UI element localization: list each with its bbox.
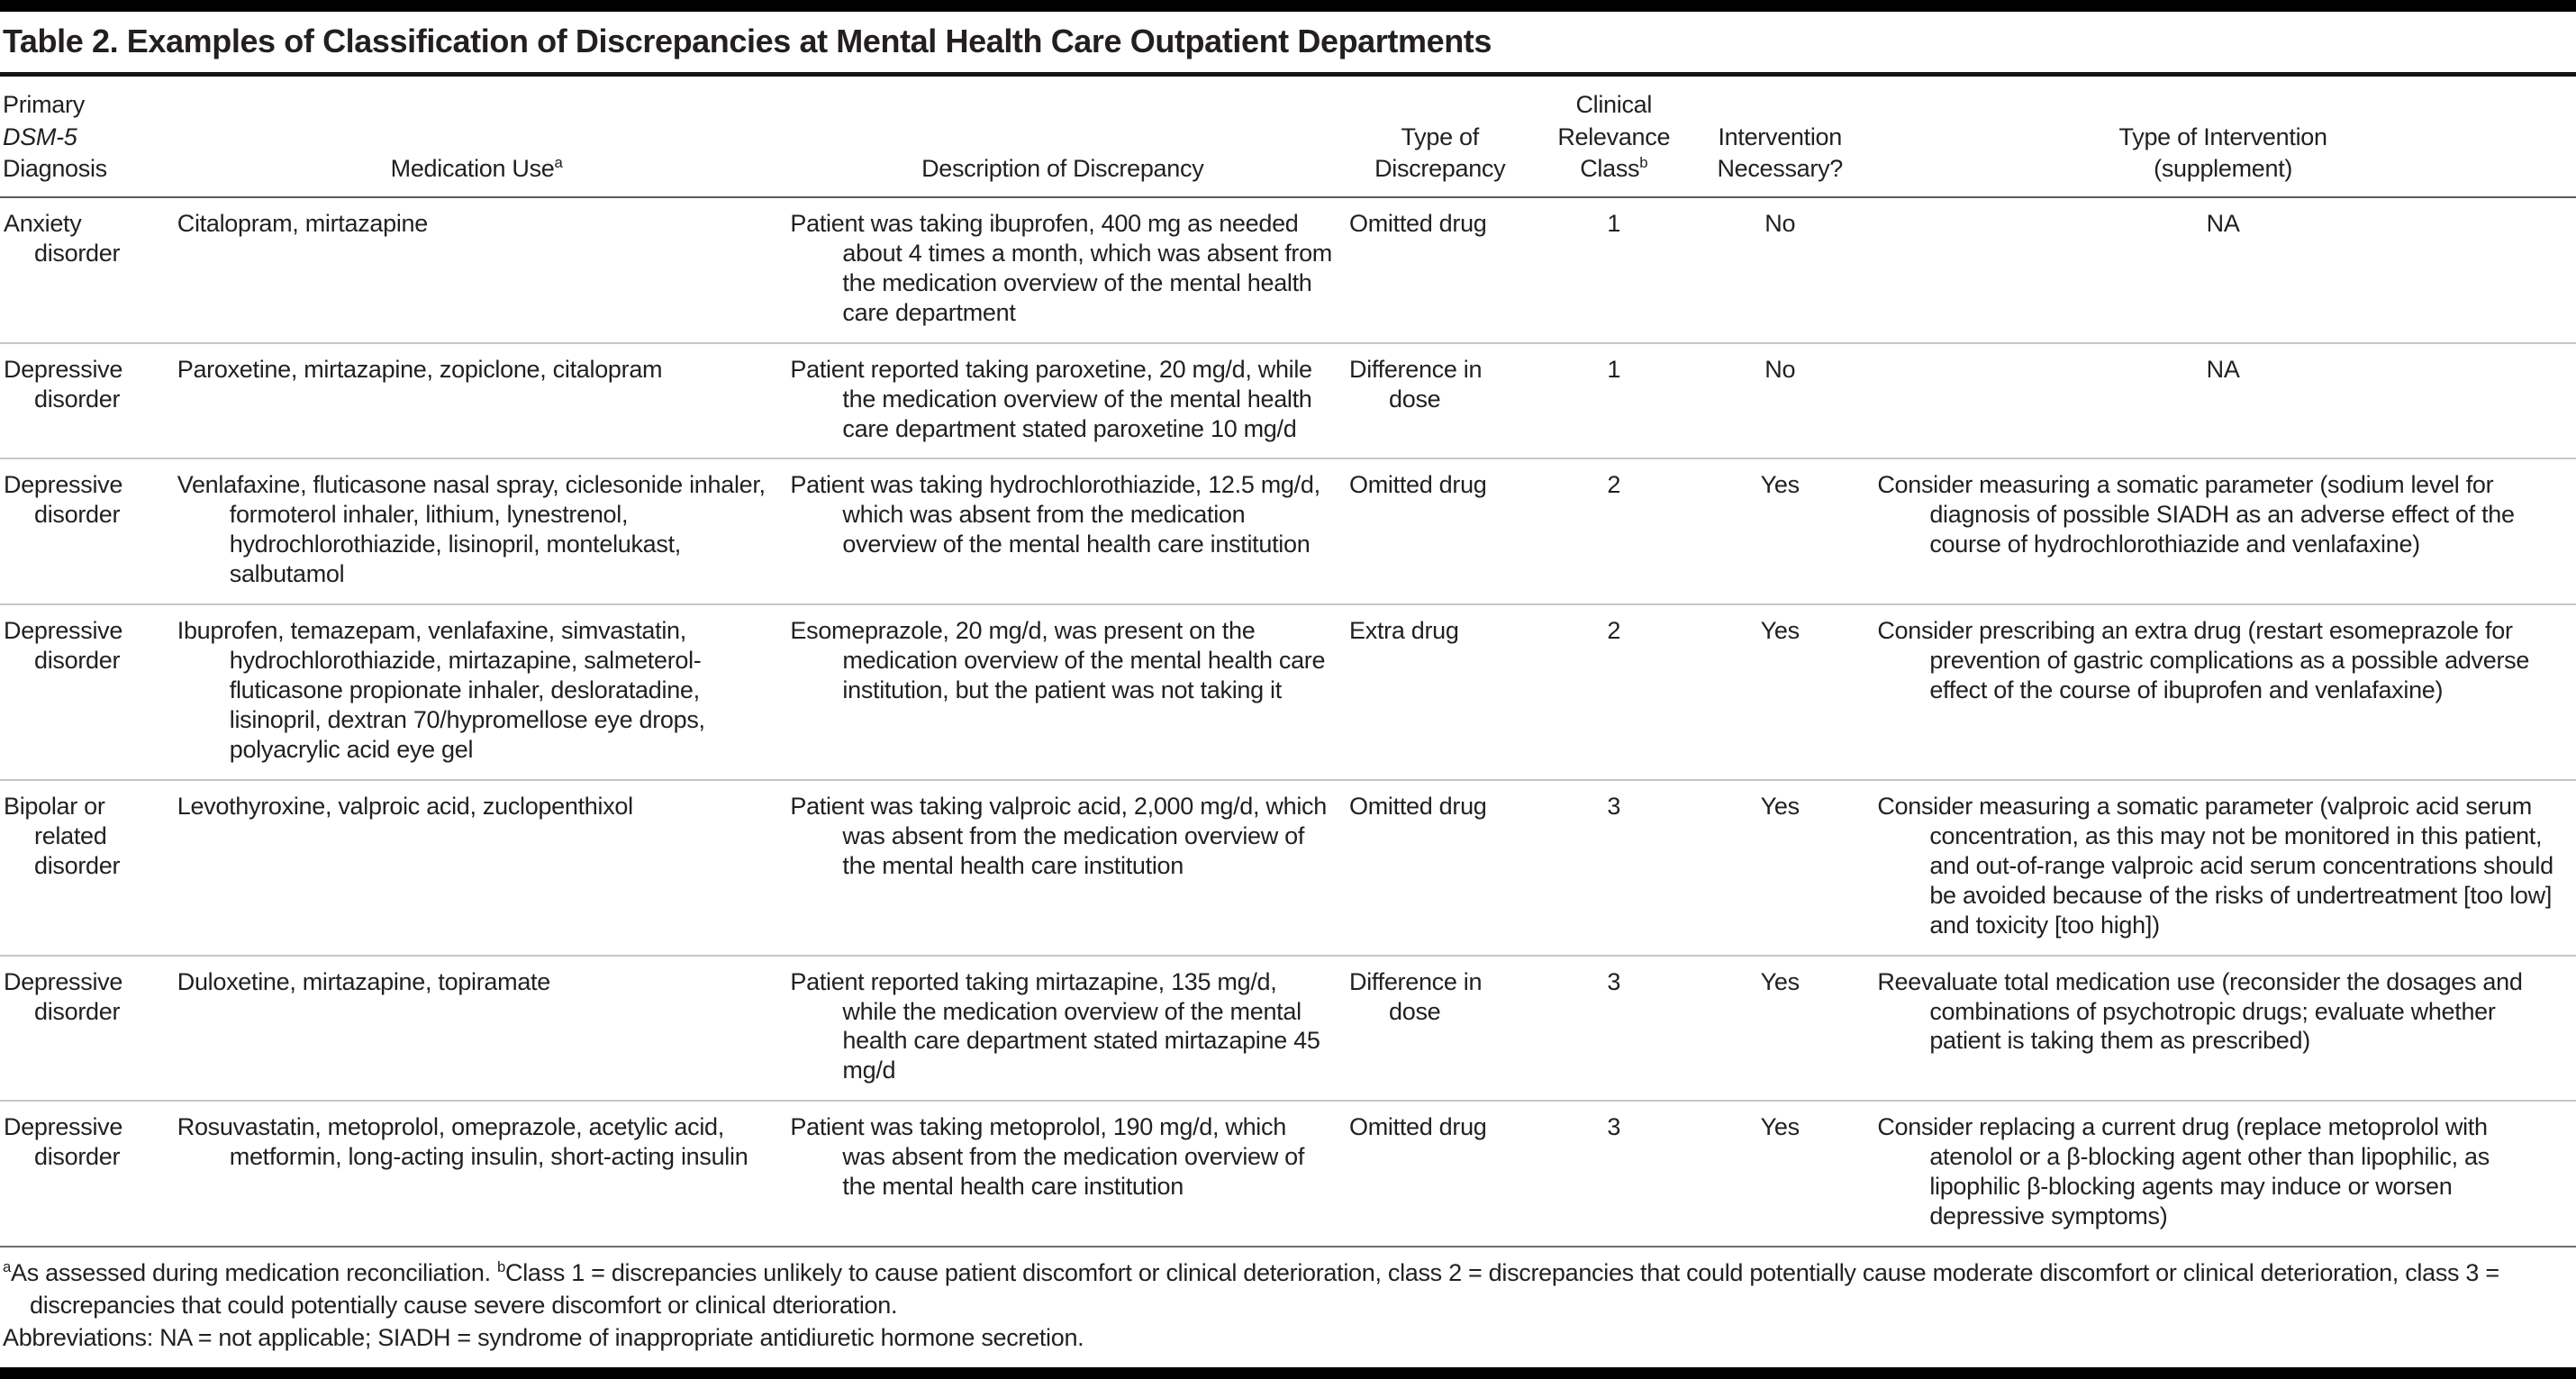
header-primary-dsm5-diagnosis: Primary DSM-5 Diagnosis xyxy=(0,89,170,186)
top-rule xyxy=(0,0,2576,12)
header-intervention-necessary: Intervention Necessary? xyxy=(1717,122,1843,183)
medication-cell: Paroxetine, mirtazapine, zopiclone, cita… xyxy=(177,355,663,383)
relevance-class-cell: 1 xyxy=(1607,355,1621,383)
medication-cell: Duloxetine, mirtazapine, topiramate xyxy=(177,967,551,995)
relevance-class-cell: 1 xyxy=(1607,209,1621,237)
relevance-class-cell: 3 xyxy=(1607,967,1621,995)
diagnosis-cell: Depressive disorder xyxy=(4,967,123,1025)
footnote-marker-b: b xyxy=(497,1258,506,1276)
intervention-necessary-cell: Yes xyxy=(1760,471,1800,499)
description-cell: Patient was taking valproic acid, 2,000 … xyxy=(790,792,1327,879)
header-type-of-intervention: Type of Intervention (supplement) xyxy=(2118,122,2327,183)
footnote-marker-a: a xyxy=(554,154,563,172)
header-medication-use: Medication Usea xyxy=(170,153,784,186)
intervention-type-cell: NA xyxy=(2206,355,2240,383)
discrepancy-type-cell: Omitted drug xyxy=(1349,209,1487,237)
footnote-abbreviations: Abbreviations: NA = not applicable; SIAD… xyxy=(3,1324,1084,1352)
medication-cell: Ibuprofen, temazepam, venlafaxine, simva… xyxy=(177,617,705,763)
header-type-of-discrepancy: Type of Discrepancy xyxy=(1374,122,1506,183)
relevance-class-cell: 2 xyxy=(1607,617,1621,645)
intervention-necessary-cell: No xyxy=(1764,209,1796,237)
discrepancy-type-cell: Omitted drug xyxy=(1349,1113,1487,1141)
discrepancy-type-cell: Omitted drug xyxy=(1349,792,1487,820)
table-row: Depressive disorder Rosuvastatin, metopro… xyxy=(0,1102,2576,1248)
table-title: Table 2. Examples of Classification of D… xyxy=(0,12,2576,77)
table-row: Depressive disorder Ibuprofen, temazepam,… xyxy=(0,605,2576,781)
diagnosis-cell: Depressive disorder xyxy=(4,617,123,675)
intervention-necessary-cell: No xyxy=(1764,355,1796,383)
intervention-necessary-cell: Yes xyxy=(1760,617,1800,645)
header-line: Diagnosis xyxy=(3,155,107,183)
intervention-type-cell: Consider prescribing an extra drug (rest… xyxy=(1877,617,2530,704)
description-cell: Patient reported taking paroxetine, 20 m… xyxy=(790,355,1312,442)
relevance-class-cell: 2 xyxy=(1607,471,1621,499)
description-cell: Patient was taking hydrochlorothiazide, … xyxy=(790,471,1320,558)
footnote-marker-a: a xyxy=(3,1258,12,1276)
footnote-marker-b: b xyxy=(1639,154,1648,172)
table-row: Depressive disorder Duloxetine, mirtazapi… xyxy=(0,957,2576,1102)
table-footnotes: aAs assessed during medication reconcili… xyxy=(0,1247,2576,1379)
relevance-class-cell: 3 xyxy=(1607,1113,1621,1141)
diagnosis-cell: Depressive disorder xyxy=(4,355,123,413)
intervention-type-cell: Consider measuring a somatic parameter (… xyxy=(1877,792,2553,939)
medication-cell: Citalopram, mirtazapine xyxy=(177,209,429,237)
intervention-type-cell: Reevaluate total medication use (reconsi… xyxy=(1877,967,2523,1055)
header-line: Primary xyxy=(3,91,85,118)
footnote-text: As assessed during medication reconcilia… xyxy=(11,1259,498,1287)
intervention-necessary-cell: Yes xyxy=(1760,967,1800,995)
diagnosis-cell: Bipolar or related disorder xyxy=(4,792,121,879)
table-row: Bipolar or related disorder Levothyroxine… xyxy=(0,781,2576,957)
diagnosis-cell: Depressive disorder xyxy=(4,471,123,529)
header-line-dsm5: DSM-5 xyxy=(3,122,77,150)
medication-cell: Levothyroxine, valproic acid, zuclopenth… xyxy=(177,792,633,820)
table-row: Anxiety disorder Citalopram, mirtazapine P… xyxy=(0,198,2576,344)
intervention-type-cell: Consider replacing a current drug (repla… xyxy=(1877,1113,2490,1230)
discrepancy-type-cell: Omitted drug xyxy=(1349,471,1487,499)
intervention-type-cell: Consider measuring a somatic parameter (… xyxy=(1877,471,2515,558)
header-line: Medication Use xyxy=(390,155,555,183)
header-clinical-relevance-class: Clinical Relevance Classb xyxy=(1537,89,1690,186)
header-line: Clinical xyxy=(1575,91,1653,118)
diagnosis-cell: Anxiety disorder xyxy=(4,209,121,267)
table-row: Depressive disorder Venlafaxine, fluticas… xyxy=(0,459,2576,606)
discrepancy-type-cell: Extra drug xyxy=(1349,617,1459,645)
description-cell: Patient reported taking mirtazapine, 135… xyxy=(790,967,1320,1084)
description-cell: Esomeprazole, 20 mg/d, was present on th… xyxy=(790,617,1326,704)
discrepancy-type-cell: Difference in dose xyxy=(1349,355,1483,413)
diagnosis-cell: Depressive disorder xyxy=(4,1113,123,1171)
relevance-class-cell: 3 xyxy=(1607,792,1621,820)
medication-cell: Rosuvastatin, metoprolol, omeprazole, ac… xyxy=(177,1113,748,1171)
medication-cell: Venlafaxine, fluticasone nasal spray, ci… xyxy=(177,471,766,588)
header-line: Relevance xyxy=(1557,122,1671,150)
table-header-row: Primary DSM-5 Diagnosis Medication Usea De… xyxy=(0,77,2576,198)
intervention-necessary-cell: Yes xyxy=(1760,792,1800,820)
header-line: Class xyxy=(1580,155,1640,183)
table-row: Depressive disorder Paroxetine, mirtazapi… xyxy=(0,344,2576,460)
header-description-of-discrepancy: Description of Discrepancy xyxy=(921,155,1204,183)
table-body: Anxiety disorder Citalopram, mirtazapine P… xyxy=(0,198,2576,1248)
intervention-necessary-cell: Yes xyxy=(1760,1113,1800,1141)
footnote-classification: aAs assessed during medication reconcili… xyxy=(3,1257,2572,1321)
footnote-text: Class 1 = discrepancies unlikely to caus… xyxy=(30,1259,2499,1320)
description-cell: Patient was taking metoprolol, 190 mg/d,… xyxy=(790,1113,1305,1201)
intervention-type-cell: NA xyxy=(2206,209,2240,237)
description-cell: Patient was taking ibuprofen, 400 mg as … xyxy=(790,209,1332,326)
header-line: Classb xyxy=(1580,155,1647,182)
discrepancy-type-cell: Difference in dose xyxy=(1349,967,1483,1025)
